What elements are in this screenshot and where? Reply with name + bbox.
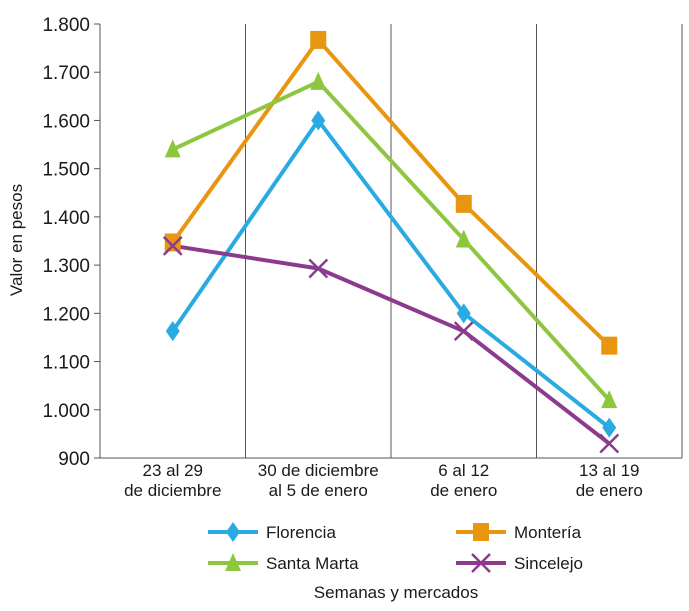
x-axis-title: Semanas y mercados — [314, 583, 478, 602]
marker-stroke — [308, 258, 329, 279]
marker-stroke — [599, 433, 620, 454]
data-point-florencia — [165, 321, 180, 342]
y-tick-label: 900 — [58, 449, 90, 470]
data-point-monteria — [455, 194, 472, 213]
data-point-santa-marta — [601, 390, 618, 409]
x-category-label: 23 al 29 de diciembre — [124, 461, 221, 500]
data-point-sincelejo — [453, 321, 474, 342]
data-point-monteria — [164, 233, 181, 252]
y-tick-label: 1.000 — [42, 401, 90, 422]
y-tick-label: 1.500 — [42, 160, 90, 181]
x-category-label-line: 23 al 29 — [143, 461, 204, 480]
y-tick-label: 1.800 — [42, 15, 90, 36]
x-category-label: 30 de diciembre al 5 de enero — [258, 461, 379, 500]
data-point-sincelejo — [162, 235, 183, 256]
data-point-florencia — [311, 110, 326, 131]
legend: Florencia Montería Santa Marta Sincelejo — [208, 522, 583, 573]
x-category-label-line: al 5 de enero — [269, 481, 368, 500]
legend-swatch-marker — [471, 553, 491, 573]
data-point-florencia — [602, 417, 617, 438]
legend-label: Sincelejo — [514, 554, 583, 573]
series-markers — [162, 30, 620, 454]
y-tick-label: 1.200 — [42, 304, 90, 325]
data-point-sincelejo — [599, 433, 620, 454]
series-line-florencia — [171, 118, 611, 430]
x-category-label-line: 30 de diciembre — [258, 461, 379, 480]
data-point-sincelejo — [308, 258, 329, 279]
x-category-label: 13 al 19 de enero — [576, 461, 643, 500]
series-line-santa-marta — [171, 79, 611, 402]
data-point-monteria — [601, 336, 618, 355]
y-tick-label: 1.700 — [42, 63, 90, 84]
data-point-santa-marta — [455, 229, 472, 248]
x-category-label: 6 al 12 de enero — [430, 461, 497, 500]
legend-label: Montería — [514, 523, 582, 542]
x-category-label-line: de enero — [430, 481, 497, 500]
x-category-label-line: 13 al 19 — [579, 461, 640, 480]
x-category-label-line: 6 al 12 — [438, 461, 489, 480]
series-line-sincelejo — [172, 243, 611, 446]
y-tick-label: 1.400 — [42, 208, 90, 229]
legend-swatch-marker — [226, 522, 240, 542]
x-category-label-line: de enero — [576, 481, 643, 500]
marker-stroke — [471, 553, 491, 573]
series-line-monteria — [171, 37, 611, 348]
data-point-santa-marta — [310, 71, 327, 90]
legend-label: Florencia — [266, 523, 336, 542]
legend-item-sincelejo: Sincelejo — [456, 553, 583, 573]
gridlines — [99, 24, 683, 458]
series-lines — [171, 37, 611, 446]
marker-stroke — [162, 235, 183, 256]
legend-swatch-marker — [473, 523, 489, 541]
legend-label: Santa Marta — [266, 554, 359, 573]
data-point-florencia — [456, 303, 471, 324]
legend-item-florencia: Florencia — [208, 522, 336, 542]
y-tick-label: 1.100 — [42, 353, 90, 374]
y-tick-label: 1.300 — [42, 256, 90, 277]
y-axis-title: Valor en pesos — [7, 184, 26, 296]
x-category-label-line: de diciembre — [124, 481, 221, 500]
legend-item-monteria: Montería — [456, 523, 582, 542]
y-tick-label: 1.600 — [42, 111, 90, 132]
axes: 900 1.000 1.100 1.200 1.300 1.400 1.500 1.600 1.… — [42, 15, 682, 500]
marker-stroke — [453, 321, 474, 342]
data-point-monteria — [310, 30, 327, 49]
legend-swatch-marker — [225, 553, 241, 571]
data-point-santa-marta — [164, 139, 181, 158]
legend-item-santa-marta: Santa Marta — [208, 553, 359, 573]
